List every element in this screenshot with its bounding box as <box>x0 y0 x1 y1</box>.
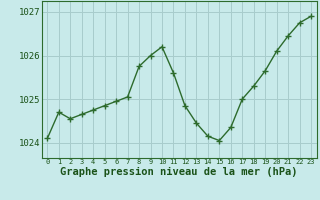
X-axis label: Graphe pression niveau de la mer (hPa): Graphe pression niveau de la mer (hPa) <box>60 167 298 177</box>
